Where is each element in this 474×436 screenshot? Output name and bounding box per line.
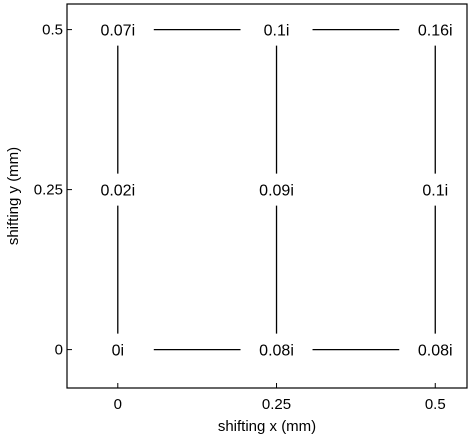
y-tick-label: 0.25 xyxy=(34,182,63,199)
x-axis-label: shifting x (mm) xyxy=(218,418,316,435)
node-value-label: 0.02i xyxy=(100,183,135,200)
y-tick-label: 0 xyxy=(55,342,63,359)
x-tick-label: 0 xyxy=(114,396,122,413)
node-value-label: 0.09i xyxy=(259,183,294,200)
y-axis-ticks: 0 0.25 0.5 xyxy=(34,22,72,359)
node-value-label: 0.07i xyxy=(100,23,135,40)
y-tick-label: 0.5 xyxy=(42,22,63,39)
node-value-label: 0.1i xyxy=(422,183,448,200)
x-tick-label: 0.25 xyxy=(262,396,291,413)
node-value-label: 0i xyxy=(112,343,124,360)
y-axis-label: shifting y (mm) xyxy=(5,147,22,245)
node-value-label: 0.1i xyxy=(264,23,290,40)
node-value-label: 0.16i xyxy=(418,23,453,40)
node-value-label: 0.08i xyxy=(418,343,453,360)
x-axis-ticks: 0 0.25 0.5 xyxy=(114,383,446,413)
grid-connector-lines xyxy=(117,28,436,351)
node-labels: 0.07i 0.1i 0.16i 0.02i 0.09i 0.1i 0i 0.08i 0.08i xyxy=(100,23,452,360)
x-tick-label: 0.5 xyxy=(425,396,446,413)
node-value-label: 0.08i xyxy=(259,343,294,360)
plot-frame xyxy=(66,3,468,389)
